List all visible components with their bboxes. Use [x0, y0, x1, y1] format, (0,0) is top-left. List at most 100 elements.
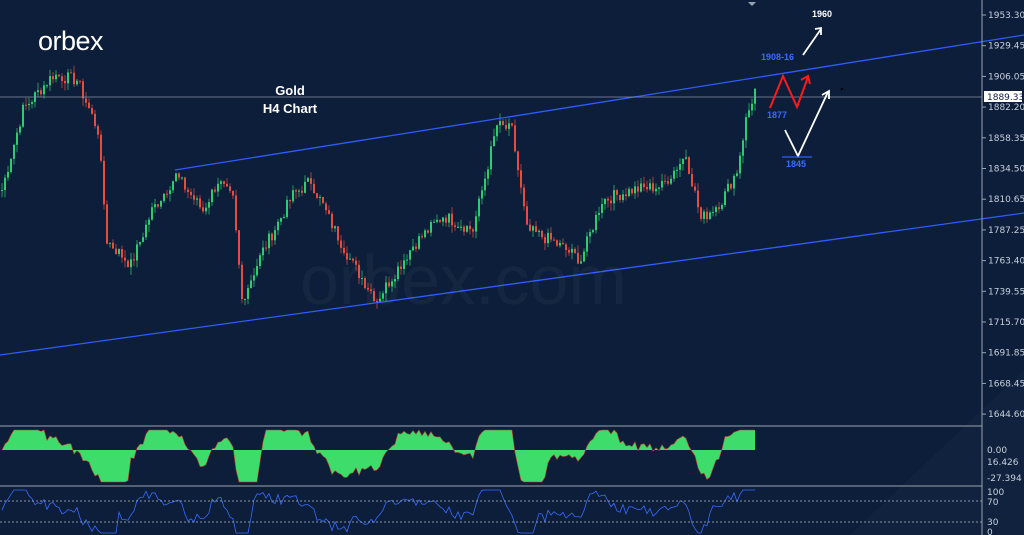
candle [724, 191, 726, 206]
candle [622, 194, 624, 201]
candle [307, 178, 309, 182]
candle [598, 212, 600, 215]
candle [745, 117, 747, 141]
candle [625, 194, 627, 197]
candle [223, 181, 225, 184]
candle [682, 158, 684, 164]
candle [511, 123, 513, 126]
price-tick: 1929.45 [988, 42, 1024, 52]
candle [421, 236, 423, 238]
candle [727, 183, 729, 192]
candle [298, 190, 300, 192]
candle [82, 81, 84, 99]
candle [688, 157, 690, 175]
candle [310, 178, 312, 184]
candle [286, 199, 288, 218]
candle [55, 74, 57, 80]
candle [487, 169, 489, 179]
candle [559, 242, 561, 246]
candle [256, 266, 258, 276]
candle [580, 261, 582, 264]
candle [334, 226, 336, 229]
candle [505, 125, 507, 129]
candle [196, 198, 198, 200]
candle [457, 226, 459, 228]
candle [571, 248, 573, 253]
candle [331, 213, 333, 229]
candle [193, 195, 195, 200]
candles [1, 65, 756, 309]
candle [217, 183, 219, 192]
title-instrument: Gold [275, 83, 305, 98]
candle [67, 72, 69, 84]
candle [355, 260, 357, 265]
candle [133, 259, 135, 261]
candle [25, 104, 27, 106]
candle [316, 193, 318, 198]
candle [697, 190, 699, 208]
candle [244, 298, 246, 300]
candle [634, 186, 636, 194]
candle [142, 237, 144, 242]
candle [661, 180, 663, 188]
candle [163, 193, 165, 202]
candle [64, 80, 66, 84]
candle [238, 230, 240, 265]
candle [202, 207, 204, 212]
candle [733, 175, 735, 189]
candle [274, 230, 276, 241]
candle [46, 85, 48, 87]
osc-tick: 16.426 [987, 458, 1019, 468]
candle [463, 226, 465, 232]
candle [208, 202, 210, 208]
candle [166, 193, 168, 195]
rsi-tick: 70 [987, 498, 999, 508]
candle [451, 213, 453, 226]
candle [220, 181, 222, 184]
candle [397, 266, 399, 280]
candle [406, 259, 408, 261]
scroll-marker-icon[interactable] [748, 2, 756, 6]
title-timeframe: H4 Chart [262, 101, 318, 116]
candle [610, 200, 612, 204]
chart-title: Gold H4 Chart [240, 82, 340, 118]
current-price-label-bg [984, 91, 1022, 102]
candle [550, 232, 552, 240]
candle [604, 198, 606, 205]
candle [367, 288, 369, 290]
candle [376, 301, 378, 303]
candle [601, 204, 603, 213]
candle [313, 183, 315, 194]
candle [490, 146, 492, 170]
upper-channel-line[interactable] [174, 34, 1024, 171]
candle [73, 72, 75, 85]
lower-channel-line[interactable] [0, 212, 1024, 356]
candle [301, 190, 303, 193]
candle [472, 229, 474, 232]
candle [667, 181, 669, 184]
candle [646, 187, 648, 190]
candle [433, 221, 435, 223]
candle [529, 224, 531, 231]
candle [40, 90, 42, 95]
price-tick: 1691.85 [988, 349, 1024, 359]
candle [139, 241, 141, 245]
histogram-area [0, 430, 755, 482]
candle [574, 248, 576, 253]
candle [340, 240, 342, 248]
candle [703, 211, 705, 219]
candle [112, 242, 114, 249]
candle [271, 233, 273, 241]
rsi-series [1, 489, 755, 534]
candle [52, 76, 54, 80]
candle [157, 204, 159, 207]
candle [370, 289, 372, 292]
candle [235, 195, 237, 231]
candle [61, 76, 63, 81]
candle [400, 266, 402, 269]
candle [70, 72, 72, 74]
candle [79, 80, 81, 82]
rsi-tick: 0 [987, 528, 993, 535]
candle [631, 188, 633, 194]
